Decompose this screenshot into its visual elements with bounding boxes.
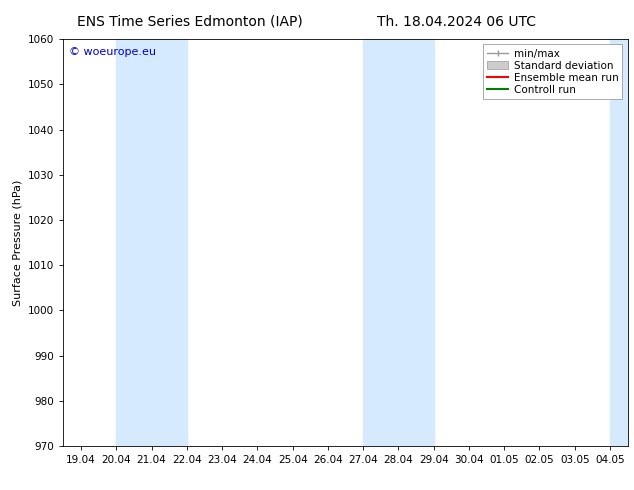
Y-axis label: Surface Pressure (hPa): Surface Pressure (hPa): [13, 179, 23, 306]
Text: ENS Time Series Edmonton (IAP): ENS Time Series Edmonton (IAP): [77, 15, 303, 29]
Bar: [116, 39, 187, 446]
Bar: [610, 39, 628, 446]
Text: © woeurope.eu: © woeurope.eu: [69, 48, 156, 57]
Legend: min/max, Standard deviation, Ensemble mean run, Controll run: min/max, Standard deviation, Ensemble me…: [483, 45, 623, 99]
Text: Th. 18.04.2024 06 UTC: Th. 18.04.2024 06 UTC: [377, 15, 536, 29]
Bar: [363, 39, 434, 446]
